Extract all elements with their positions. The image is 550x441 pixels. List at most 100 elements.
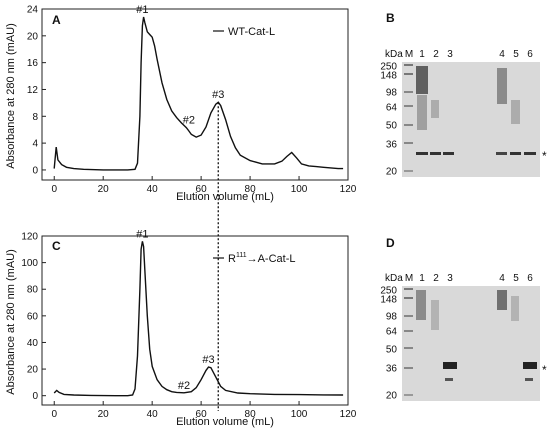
peak-label: #2 [178, 380, 190, 392]
marker-band [404, 330, 413, 332]
x-tick-label: 40 [147, 184, 159, 195]
panel-letter-a: A [52, 13, 61, 27]
chart-panel-a: A Absorbance at 280 nm (mAU) Elution vol… [5, 4, 357, 203]
marker-band [404, 91, 413, 93]
marker-band [404, 73, 413, 75]
y-tick-label: 80 [27, 285, 39, 296]
legend-label-a: WT-Cat-L [228, 26, 275, 38]
marker-band [404, 105, 413, 107]
lane5-smear [511, 100, 520, 124]
x-tick-label: 20 [98, 409, 110, 420]
lane3-band [443, 152, 454, 155]
marker-band [404, 124, 413, 126]
y-tick-label: 40 [27, 338, 39, 349]
x-tick-label: 100 [291, 409, 308, 420]
marker-band [404, 347, 413, 349]
peak-label: #3 [212, 89, 224, 101]
legend-superscript-c: 111 [236, 252, 247, 259]
x-tick-label: 20 [98, 184, 110, 195]
legend-label-c: R111→A-Cat-L [228, 252, 296, 265]
lane5-band [510, 152, 521, 155]
y-tick-label: 12 [27, 85, 39, 96]
kda-label: kDa [385, 273, 403, 284]
marker-band [404, 64, 413, 66]
lane3-band [443, 362, 457, 369]
lane-label: 1 [419, 273, 425, 284]
lane-label: 6 [527, 49, 533, 60]
legend-prefix-c: R [228, 253, 236, 265]
x-tick-label: 40 [147, 409, 159, 420]
lane1-band [416, 152, 428, 155]
peak-labels-c: #1 #2 #3 [136, 228, 214, 391]
y-tick-label: 0 [32, 165, 38, 176]
ladder-label: 36 [386, 364, 398, 375]
ladder-label: 98 [386, 312, 398, 323]
ladder-label: 50 [386, 121, 398, 132]
ladder-label: 148 [380, 71, 397, 82]
lane-label: 5 [513, 273, 519, 284]
lane1-smear [416, 290, 426, 320]
x-tick-label: 100 [291, 184, 308, 195]
ladder-label: 148 [380, 295, 397, 306]
x-tick-label: 80 [245, 409, 257, 420]
ladder-label: 250 [380, 286, 397, 297]
lane4-band [496, 152, 507, 155]
marker-band [404, 394, 413, 396]
lane-labels-b: kDa M 1 2 3 4 5 6 [385, 49, 533, 60]
lane1-smear [417, 95, 427, 130]
x-tick-label: 0 [51, 184, 57, 195]
lane2-band [430, 152, 441, 155]
peak-labels-a: #1 #2 #3 [136, 4, 224, 127]
lane6-band [523, 362, 537, 369]
y-tick-label: 60 [27, 311, 39, 322]
lane6-band [524, 152, 536, 155]
gel-bands-d [404, 288, 537, 396]
plot-frame-a [41, 8, 349, 181]
ladder-label: 250 [380, 62, 397, 73]
y-axis-label-a: Absorbance at 280 nm (mAU) [5, 23, 17, 169]
panel-letter-c: C [52, 239, 61, 253]
peak-label: #1 [136, 228, 148, 240]
chart-panel-c: C Absorbance at 280 nm (mAU) Elution vol… [5, 228, 357, 428]
ladder-label: 64 [386, 103, 398, 114]
chromatogram-line-a [53, 16, 344, 171]
marker-band [404, 315, 413, 317]
kda-label: kDa [385, 49, 403, 60]
ladder-label: 20 [386, 391, 398, 402]
x-ticks-a: 0 20 40 60 80 100 120 [51, 176, 357, 195]
x-tick-label: 120 [340, 409, 357, 420]
marker-band [404, 367, 413, 369]
y-tick-label: 120 [21, 232, 38, 243]
lane3-band [445, 378, 453, 381]
ladder-label: 50 [386, 345, 398, 356]
y-tick-label: 24 [27, 5, 39, 16]
ladder-label: 36 [386, 140, 398, 151]
lane4-smear [497, 290, 507, 310]
x-tick-label: 80 [245, 184, 257, 195]
y-tick-label: 8 [32, 112, 38, 123]
lane-label: 4 [499, 49, 505, 60]
y-tick-label: 0 [32, 391, 38, 402]
x-axis-label-c: Elution volume (mL) [176, 416, 274, 428]
lane2-smear [431, 300, 439, 330]
y-ticks-a: 0 4 8 12 16 20 24 [27, 5, 46, 176]
marker-band [404, 297, 413, 299]
lane2-smear [431, 100, 439, 118]
y-axis-label-c: Absorbance at 280 nm (mAU) [5, 249, 17, 395]
y-tick-label: 16 [27, 58, 39, 69]
lane-label: M [405, 49, 413, 60]
lane-label: 2 [433, 49, 439, 60]
lane-label: 1 [419, 49, 425, 60]
lane4-smear [497, 68, 507, 104]
ladder-label: 64 [386, 327, 398, 338]
marker-band [404, 170, 413, 172]
lane-label: 6 [527, 273, 533, 284]
lane-labels-d: kDa M 1 2 3 4 5 6 [385, 273, 533, 284]
peak-label: #2 [183, 115, 195, 127]
y-tick-label: 4 [32, 139, 38, 150]
ladder-label: 98 [386, 88, 398, 99]
y-ticks-c: 0 20 40 60 80 100 120 [21, 232, 46, 402]
